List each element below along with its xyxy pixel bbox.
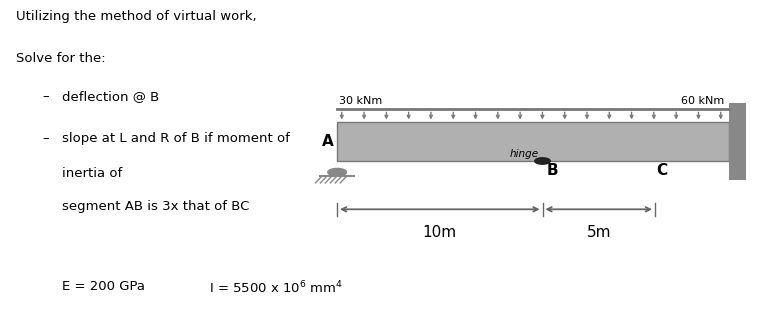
Text: –: – [43, 90, 50, 103]
Circle shape [328, 168, 346, 176]
Text: B: B [546, 163, 558, 178]
Text: E = 200 GPa: E = 200 GPa [62, 280, 145, 293]
Text: inertia of: inertia of [62, 167, 122, 180]
Bar [728, 103, 746, 180]
Text: C: C [656, 163, 667, 178]
Text: A: A [322, 134, 333, 149]
Text: Utilizing the method of virtual work,: Utilizing the method of virtual work, [16, 10, 256, 23]
Text: –: – [43, 132, 50, 145]
Text: 5m: 5m [587, 225, 611, 241]
Text: 10m: 10m [422, 225, 457, 241]
Text: segment AB is 3x that of BC: segment AB is 3x that of BC [62, 200, 250, 213]
Text: slope at L and R of B if moment of: slope at L and R of B if moment of [62, 132, 290, 145]
Text: 30 kNm: 30 kNm [339, 96, 382, 106]
Text: Solve for the:: Solve for the: [16, 52, 105, 64]
Text: deflection @ B: deflection @ B [62, 90, 159, 103]
Text: 60 kNm: 60 kNm [681, 96, 725, 106]
Text: hinge: hinge [509, 149, 539, 159]
Circle shape [535, 158, 550, 164]
Text: I = 5500 x 10$^{6}$ mm$^{4}$: I = 5500 x 10$^{6}$ mm$^{4}$ [209, 280, 343, 297]
Bar [337, 122, 728, 161]
